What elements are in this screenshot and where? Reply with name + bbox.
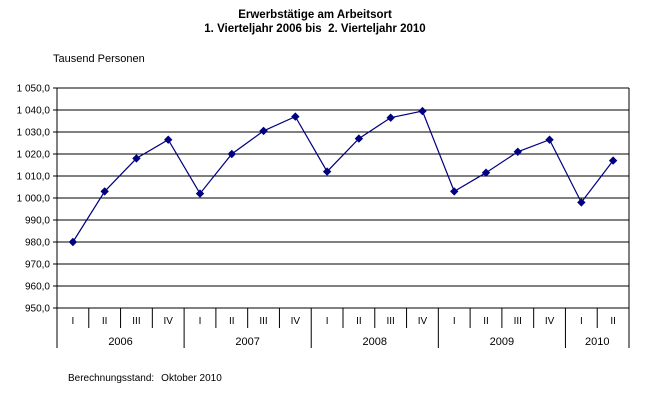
x-quarter-label: I	[199, 316, 202, 327]
x-quarter-label: II	[229, 316, 235, 327]
x-quarter-label: III	[259, 316, 267, 327]
x-quarter-label: IV	[163, 316, 173, 327]
data-point	[132, 154, 141, 163]
y-tick-label: 950,0	[25, 304, 50, 315]
x-quarter-label: II	[356, 316, 362, 327]
x-year-label: 2009	[490, 336, 514, 348]
x-quarter-label: I	[453, 316, 456, 327]
x-quarter-label: III	[514, 316, 522, 327]
x-quarter-label: II	[610, 316, 616, 327]
x-quarter-label: I	[71, 316, 74, 327]
data-point	[386, 113, 395, 122]
y-tick-label: 970,0	[25, 260, 50, 271]
x-quarter-label: II	[102, 316, 108, 327]
footnote-value: Oktober 2010	[161, 373, 222, 384]
x-year-label: 2006	[108, 336, 132, 348]
y-tick-label: 1 040,0	[17, 106, 51, 117]
y-tick-label: 1 010,0	[17, 172, 51, 183]
x-quarter-label: III	[386, 316, 394, 327]
data-point	[545, 135, 554, 144]
y-tick-label: 980,0	[25, 238, 50, 249]
y-tick-label: 1 000,0	[17, 194, 51, 205]
x-quarter-label: IV	[291, 316, 301, 327]
data-point	[513, 147, 522, 156]
chart-title-block: Erwerbstätige am Arbeitsort 1. Viertelja…	[0, 8, 630, 36]
chart-subtitle: 1. Vierteljahr 2006 bis 2. Vierteljahr 2…	[204, 23, 426, 35]
y-tick-label: 1 020,0	[17, 150, 51, 161]
data-point	[100, 187, 109, 196]
x-quarter-label: IV	[545, 316, 555, 327]
data-point	[195, 189, 205, 198]
footnote: Berechnungsstand: Oktober 2010	[68, 373, 222, 384]
data-point	[259, 126, 268, 136]
data-point	[164, 135, 173, 144]
y-axis-title: Tausend Personen	[53, 53, 145, 65]
data-point	[608, 156, 618, 165]
data-point	[227, 149, 236, 159]
chart-title: Erwerbstätige am Arbeitsort	[238, 9, 392, 21]
x-quarter-label: III	[132, 316, 140, 327]
data-point	[68, 237, 78, 247]
data-point	[418, 106, 427, 116]
y-tick-label: 1 050,0	[17, 84, 51, 95]
data-point	[354, 134, 364, 143]
x-quarter-label: I	[580, 316, 583, 327]
y-tick-label: 990,0	[25, 216, 50, 227]
footnote-label: Berechnungsstand:	[68, 373, 155, 384]
x-year-label: 2008	[363, 336, 387, 348]
x-quarter-label: II	[483, 316, 489, 327]
data-line	[72, 110, 614, 243]
data-point	[481, 168, 491, 177]
x-year-label: 2007	[235, 336, 259, 348]
data-point	[577, 198, 586, 207]
x-year-label: 2010	[585, 336, 609, 348]
x-quarter-label: IV	[418, 316, 428, 327]
data-point	[291, 112, 300, 121]
data-point	[322, 167, 332, 176]
y-tick-label: 960,0	[25, 282, 50, 293]
y-tick-label: 1 030,0	[17, 128, 51, 139]
data-point	[450, 187, 459, 196]
x-quarter-label: I	[326, 316, 329, 327]
